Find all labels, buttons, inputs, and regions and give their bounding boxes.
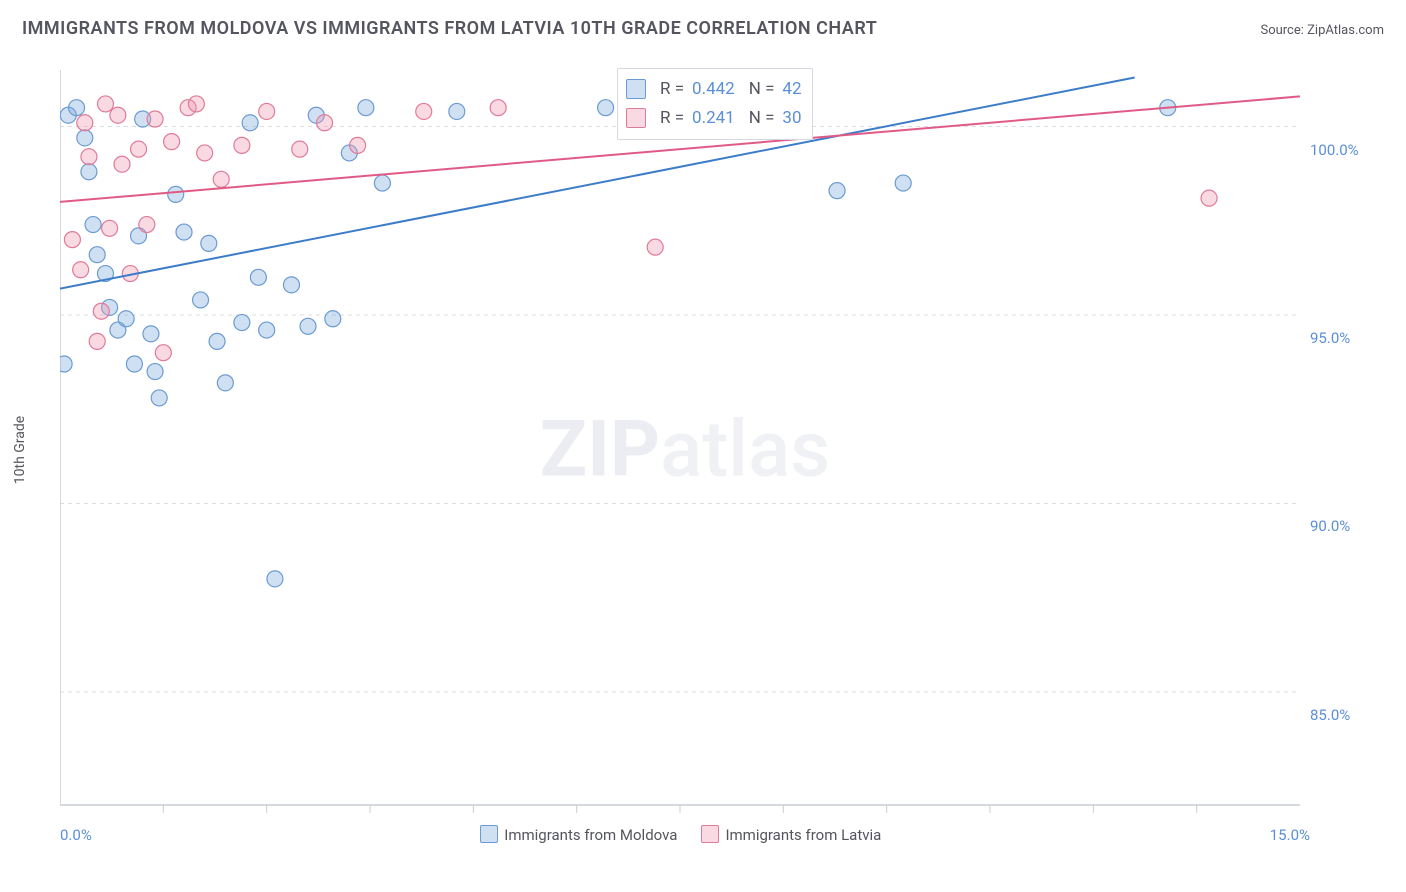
x-tick-min: 0.0%	[60, 826, 92, 844]
series-swatch-icon	[701, 825, 719, 843]
y-tick-label: 85.0%	[1310, 706, 1350, 724]
series-swatch-icon	[480, 825, 498, 843]
y-tick-label: 100.0%	[1310, 141, 1359, 159]
series-swatch-icon	[626, 79, 646, 99]
series-swatch-icon	[626, 108, 646, 128]
correlation-scatter-chart	[60, 60, 1310, 840]
y-tick-label: 95.0%	[1310, 329, 1350, 347]
x-axis-row: 0.0% Immigrants from MoldovaImmigrants f…	[60, 825, 1310, 844]
stats-row: R =0.442N =42	[626, 75, 802, 104]
legend-item: Immigrants from Moldova	[480, 825, 677, 844]
source-label: Source: ZipAtlas.com	[1260, 23, 1384, 38]
y-tick-label: 90.0%	[1310, 517, 1350, 535]
series-legend: Immigrants from Moldova Immigrants from L…	[480, 825, 881, 844]
stats-row: R =0.241N =30	[626, 104, 802, 133]
x-tick-max: 15.0%	[1270, 826, 1310, 844]
correlation-stats-box: R =0.442N =42R =0.241N =30	[617, 68, 813, 140]
legend-item: Immigrants from Latvia	[701, 825, 881, 844]
chart-title: IMMIGRANTS FROM MOLDOVA VS IMMIGRANTS FR…	[22, 18, 877, 39]
legend-label: Immigrants from Moldova	[504, 826, 677, 844]
chart-container: 10th Grade ZIPatlas R =0.442N =42R =0.24…	[60, 60, 1310, 840]
legend-label: Immigrants from Latvia	[725, 826, 881, 844]
y-axis-label: 10th Grade	[12, 416, 28, 484]
